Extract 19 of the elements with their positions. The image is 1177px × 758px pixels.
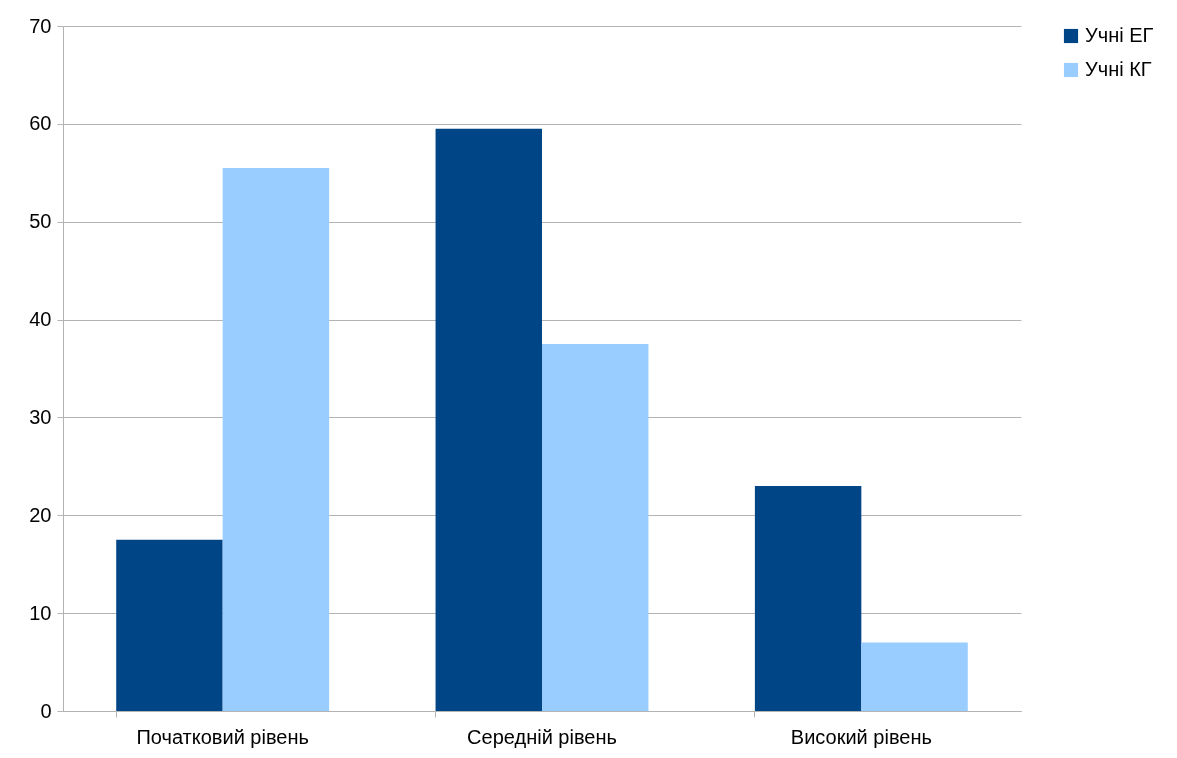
legend-label: Учні КГ [1085, 58, 1152, 80]
y-tick-label: 10 [29, 601, 52, 624]
legend-label: Учні ЕГ [1085, 24, 1154, 46]
y-tick-label: 60 [29, 112, 52, 135]
y-tick-label: 20 [29, 503, 52, 526]
x-tick-label: Високий рівень [790, 725, 932, 748]
y-tick-label: 0 [40, 699, 52, 722]
bar [222, 167, 330, 711]
bar [861, 642, 968, 711]
y-tick-label: 50 [29, 210, 52, 233]
bar [116, 539, 223, 711]
x-tick-label: Середній рівень [467, 725, 617, 748]
y-tick-label: 30 [29, 405, 52, 428]
y-tick-label: 70 [29, 14, 52, 37]
bar [542, 344, 649, 711]
bar [754, 485, 862, 711]
x-tick-label: Початковий рівень [136, 725, 309, 748]
bar [435, 128, 542, 711]
y-tick-label: 40 [29, 308, 52, 331]
